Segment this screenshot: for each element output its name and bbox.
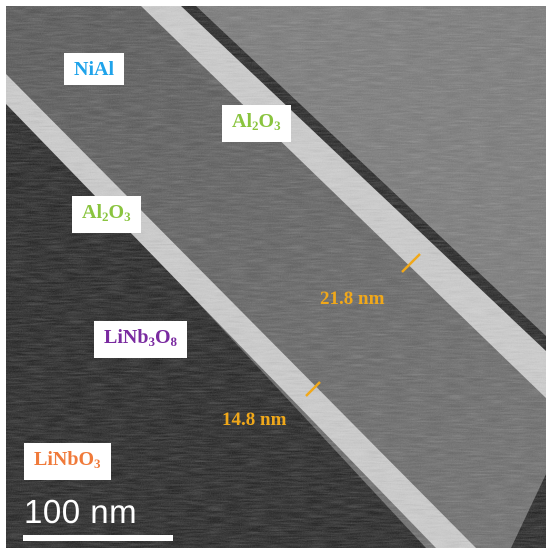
formula-part: O bbox=[154, 326, 171, 348]
label-linb3o8: LiNb3O8 bbox=[94, 321, 188, 358]
label-linbo3: LiNbO3 bbox=[24, 443, 111, 480]
thickness-marker-upper bbox=[401, 253, 421, 273]
measurement-lower: 14.8 nm bbox=[222, 409, 287, 430]
scale-bar bbox=[23, 535, 173, 541]
formula-part: Al bbox=[232, 110, 252, 132]
formula-part: 3 bbox=[274, 118, 281, 133]
scale-bar-label: 100 nm bbox=[24, 493, 138, 530]
label-nial: NiAl bbox=[64, 53, 124, 85]
label-al2o3-lower: Al2O3 bbox=[72, 196, 141, 233]
formula-part: 3 bbox=[94, 456, 101, 471]
formula-part: LiNbO bbox=[34, 448, 95, 470]
formula-part: 2 bbox=[102, 209, 109, 224]
formula-part: 8 bbox=[170, 334, 178, 349]
formula-part: 2 bbox=[252, 118, 259, 133]
thickness-marker-lower bbox=[305, 381, 321, 397]
formula-part: 3 bbox=[124, 209, 131, 224]
formula-part: Al bbox=[82, 201, 102, 223]
formula-part: O bbox=[258, 110, 275, 132]
formula-part: LiNb bbox=[104, 326, 149, 348]
label-al2o3-upper: Al2O3 bbox=[222, 105, 291, 142]
formula-part: NiAl bbox=[74, 58, 114, 80]
formula-part: 3 bbox=[148, 334, 155, 349]
tem-micrograph: NiAl Al2O3 Al2O3 LiNb3O8 LiNbO3 21.8 nm … bbox=[6, 6, 546, 548]
formula-part: O bbox=[108, 201, 125, 223]
measurement-upper: 21.8 nm bbox=[320, 288, 385, 309]
